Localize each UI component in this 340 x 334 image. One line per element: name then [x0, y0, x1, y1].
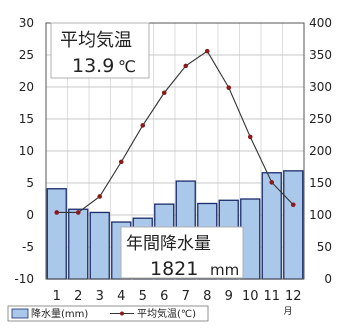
precip-value: 1821: [150, 258, 198, 280]
precipitation-bar: [283, 170, 304, 280]
precipitation-bar: [46, 188, 67, 280]
temperature-point: [290, 202, 296, 208]
temp-unit: ℃: [118, 57, 136, 76]
right-tick-label: 350: [309, 48, 332, 62]
precipitation-box: [120, 226, 244, 279]
month-tick-label: 9: [225, 289, 233, 304]
temperature-point: [183, 63, 189, 69]
precipitation-bar: [240, 198, 261, 280]
legend-temp-label: 平均気温(℃): [137, 307, 196, 320]
left-tick-label: 15: [19, 112, 34, 126]
month-tick-label: 5: [139, 289, 147, 304]
temperature-point: [247, 134, 253, 140]
left-tick-label: 0: [26, 208, 34, 222]
legend-line-marker: [120, 311, 124, 316]
legend-frame: [7, 305, 209, 322]
month-tick-label: 11: [263, 289, 280, 304]
temperature-point: [226, 85, 232, 90]
month-tick-label: 1: [53, 289, 61, 304]
left-tick-label: 30: [19, 16, 34, 30]
month-tick-label: 8: [203, 289, 211, 304]
precipitation-annotation: 年間降水量 1821 mm: [120, 226, 244, 280]
month-tick-label: 2: [74, 289, 82, 304]
temperature-point: [161, 90, 167, 96]
month-unit-label: 月: [283, 306, 292, 317]
temperature-point: [75, 210, 81, 215]
month-tick-label: 7: [182, 289, 190, 304]
right-tick-label: 300: [309, 80, 332, 94]
month-tick-label: 10: [242, 289, 259, 304]
precip-unit: mm: [210, 261, 239, 279]
right-tick-label: 50: [317, 240, 332, 254]
left-tick-label: 20: [19, 80, 34, 94]
month-tick-label: 12: [285, 289, 302, 304]
left-tick-label: 5: [26, 176, 34, 190]
right-tick-label: 400: [309, 16, 332, 30]
temperature-point: [54, 210, 60, 215]
precipitation-bar: [68, 208, 89, 280]
legend-precip-label: 降水量(mm): [31, 307, 88, 320]
axis-layer: -10-505101520253005010015020025030035040…: [14, 16, 332, 304]
legend-bar-swatch: [11, 308, 29, 319]
temp-title: 平均気温: [60, 30, 132, 51]
line-layer: [54, 48, 296, 215]
left-tick-label: -10: [14, 272, 34, 286]
month-tick-label: 3: [96, 289, 104, 304]
right-tick-label: 100: [309, 208, 332, 222]
temp-value: 13.9: [72, 55, 114, 77]
month-tick-label: 6: [160, 289, 168, 304]
temperature-point: [204, 48, 210, 54]
temperature-box: [50, 22, 150, 79]
plot-frame: [45, 22, 305, 280]
right-tick-label: 200: [309, 144, 332, 158]
temperature-line: [56, 50, 294, 213]
left-tick-label: 10: [19, 144, 34, 158]
temperature-point: [97, 194, 103, 199]
left-tick-label: 25: [19, 48, 34, 62]
right-tick-label: 150: [309, 176, 332, 190]
precipitation-bar: [89, 211, 110, 280]
temperature-point: [269, 180, 275, 185]
left-tick-label: -5: [22, 240, 34, 254]
precip-title: 年間降水量: [126, 234, 211, 254]
legend: 降水量(mm) 平均気温(℃): [7, 305, 209, 322]
temperature-annotation: 平均気温 13.9 ℃: [50, 22, 150, 79]
right-tick-label: 250: [309, 112, 332, 126]
right-tick-label: 0: [324, 272, 332, 286]
temperature-point: [118, 159, 124, 165]
month-tick-label: 4: [117, 289, 125, 304]
temperature-point: [140, 123, 146, 128]
